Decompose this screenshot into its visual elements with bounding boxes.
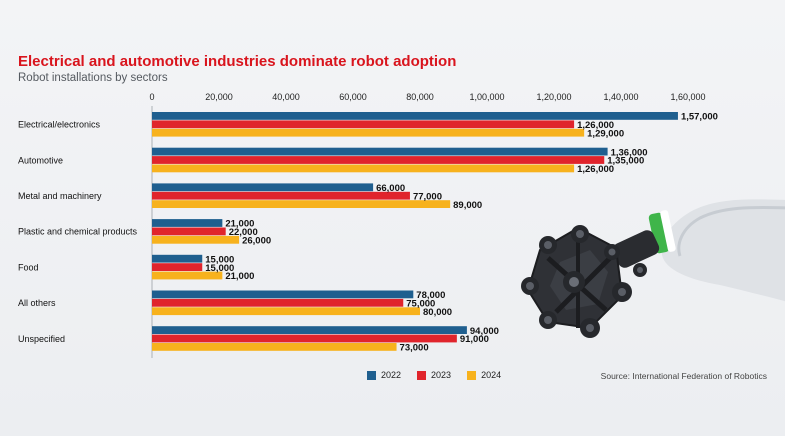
value-label-2023: 1,26,000 <box>577 120 614 131</box>
bar-2024 <box>152 235 240 244</box>
category-label: Plastic and chemical products <box>18 227 138 237</box>
value-label-2022: 15,000 <box>205 254 234 265</box>
bar-2023 <box>152 227 226 236</box>
bar-2024 <box>152 200 451 208</box>
value-label-2024: 26,000 <box>242 236 271 247</box>
legend-label-2022: 2022 <box>381 370 402 380</box>
value-label-2022: 1,57,000 <box>681 112 718 123</box>
value-label-2024: 1,29,000 <box>587 128 624 139</box>
value-label-2023: 75,000 <box>406 299 435 310</box>
bar-2022 <box>152 183 374 192</box>
value-label-2023: 15,000 <box>205 263 234 274</box>
source-note: Source: International Federation of Robo… <box>600 371 767 381</box>
value-label-2023: 1,35,000 <box>607 156 644 167</box>
robot-arm-illustration <box>521 199 785 338</box>
bar-2024 <box>152 343 397 351</box>
x-tick-label: 20,000 <box>205 92 233 102</box>
x-tick-label: 60,000 <box>339 92 367 102</box>
chart-subtitle: Robot installations by sectors <box>18 72 168 84</box>
legend-swatch-2024 <box>467 370 477 380</box>
value-label-2022: 66,000 <box>376 183 405 194</box>
legend: 2022 2023 2024 <box>367 370 501 380</box>
value-label-2024: 73,000 <box>400 343 429 354</box>
bar-2022 <box>152 326 467 334</box>
legend-label-2024: 2024 <box>481 370 502 380</box>
x-tick-label: 1,20,000 <box>536 92 571 102</box>
bar-2023 <box>152 191 410 200</box>
bar-2024 <box>152 164 575 173</box>
value-label-2022: 1,36,000 <box>611 147 648 158</box>
bar-2024 <box>152 271 223 280</box>
value-label-2022: 94,000 <box>470 326 499 337</box>
category-label: Metal and machinery <box>18 191 102 201</box>
value-label-2024: 80,000 <box>423 307 452 318</box>
value-label-2022: 78,000 <box>416 290 445 301</box>
bar-2022 <box>152 112 678 120</box>
legend-swatch-2022 <box>367 370 376 380</box>
bar-2024 <box>152 128 585 137</box>
value-label-2023: 22,000 <box>229 227 258 238</box>
bar-2022 <box>152 147 608 156</box>
x-tick-label: 1,40,000 <box>603 92 638 102</box>
bar-2023 <box>152 263 203 271</box>
x-tick-label: 1,00,000 <box>469 92 504 102</box>
x-tick-label: 40,000 <box>272 92 300 102</box>
x-tick-label: 1,60,000 <box>670 92 705 102</box>
value-label-2024: 89,000 <box>453 200 482 211</box>
legend-swatch-2023 <box>417 370 427 380</box>
value-labels: 1,57,0001,26,0001,29,0001,36,0001,35,000… <box>205 112 718 354</box>
value-label-2022: 21,000 <box>225 219 254 230</box>
value-label-2024: 21,000 <box>225 271 254 282</box>
x-tick-label: 0 <box>149 92 154 102</box>
bar-2022 <box>152 254 203 263</box>
x-tick-label: 80,000 <box>406 92 434 102</box>
category-label: All others <box>18 298 56 308</box>
chart-title: Electrical and automotive industries dom… <box>18 53 457 70</box>
value-label-2023: 77,000 <box>413 191 442 202</box>
legend-item-2024: 2024 <box>467 370 501 380</box>
category-label: Automotive <box>18 155 63 165</box>
bar-2023 <box>152 120 575 129</box>
bar-2023 <box>152 156 605 164</box>
value-label-2023: 91,000 <box>460 334 489 345</box>
bar-2022 <box>152 219 223 227</box>
bar-2024 <box>152 307 420 316</box>
bar-2023 <box>152 298 404 307</box>
category-label: Unspecified <box>18 334 65 344</box>
bars <box>152 112 678 351</box>
legend-label-2023: 2023 <box>431 370 452 380</box>
category-axis: Electrical/electronics Automotive Metal an… <box>18 120 138 344</box>
bar-2022 <box>152 290 414 299</box>
category-label: Food <box>18 262 39 272</box>
value-label-2024: 1,26,000 <box>577 164 614 175</box>
category-label: Electrical/electronics <box>18 120 101 130</box>
bar-2023 <box>152 334 457 343</box>
legend-item-2022: 2022 <box>367 370 401 380</box>
legend-item-2023: 2023 <box>417 370 451 380</box>
